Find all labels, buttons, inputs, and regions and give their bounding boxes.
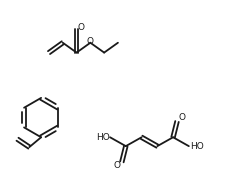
Text: O: O <box>178 113 185 122</box>
Text: HO: HO <box>96 133 110 142</box>
Text: O: O <box>78 24 85 32</box>
Text: O: O <box>114 161 121 170</box>
Text: HO: HO <box>190 142 204 151</box>
Text: O: O <box>87 37 94 46</box>
